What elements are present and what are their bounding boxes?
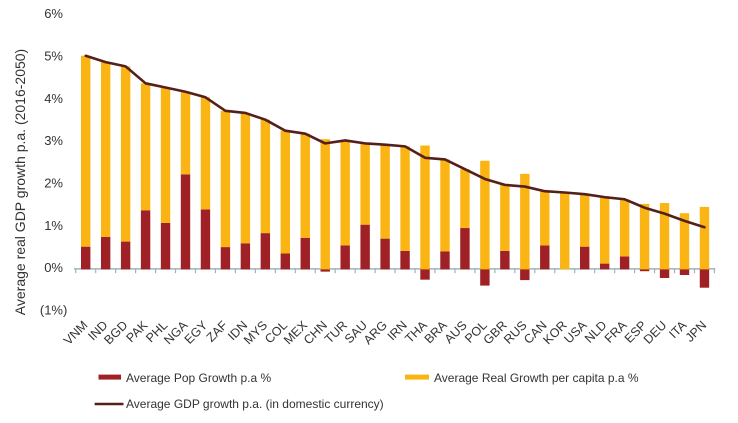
svg-text:3%: 3% bbox=[44, 133, 63, 148]
svg-text:2%: 2% bbox=[44, 176, 63, 191]
svg-text:Average GDP growth p.a. (in do: Average GDP growth p.a. (in domestic cur… bbox=[126, 397, 384, 411]
svg-text:6%: 6% bbox=[44, 6, 63, 21]
svg-text:4%: 4% bbox=[44, 91, 63, 106]
svg-text:Average Pop Growth p.a %: Average Pop Growth p.a % bbox=[126, 371, 272, 385]
svg-text:0%: 0% bbox=[44, 260, 63, 275]
svg-text:5%: 5% bbox=[44, 49, 63, 64]
svg-text:Average Real Growth per capita: Average Real Growth per capita p.a % bbox=[434, 371, 639, 385]
svg-text:(1%): (1%) bbox=[40, 302, 67, 317]
svg-text:1%: 1% bbox=[44, 218, 63, 233]
svg-text:Average real GDP growth p.a. (: Average real GDP growth p.a. (2016-2050) bbox=[12, 49, 28, 315]
